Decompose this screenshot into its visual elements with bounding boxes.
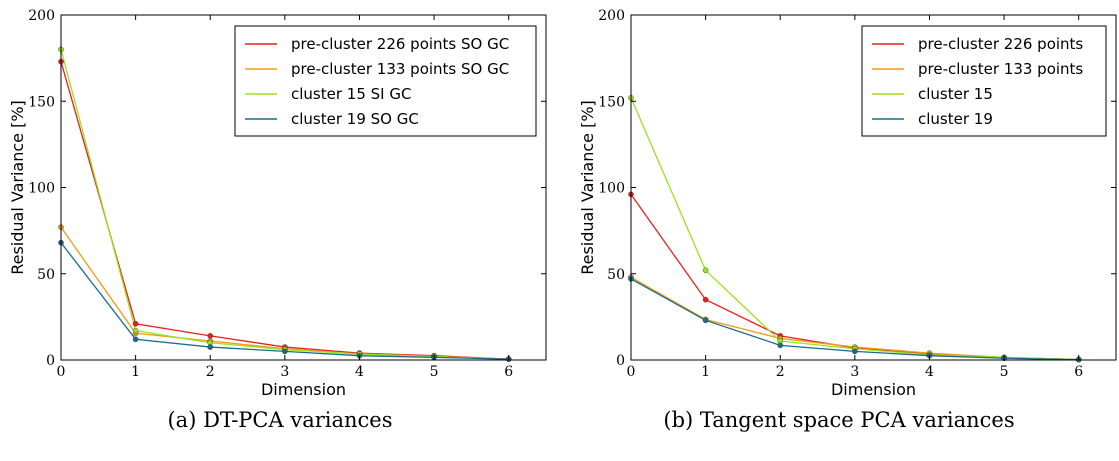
legend-label: pre-cluster 133 points bbox=[918, 60, 1083, 78]
x-tick-label: 0 bbox=[627, 364, 636, 380]
data-point bbox=[132, 327, 139, 334]
series-line-1 bbox=[630, 194, 1079, 361]
y-tick-label: 150 bbox=[28, 94, 55, 110]
data-point bbox=[702, 267, 709, 274]
y-tick-label: 100 bbox=[598, 181, 625, 197]
series-line-3 bbox=[630, 97, 1079, 361]
data-point bbox=[702, 317, 709, 324]
y-tick-label: 0 bbox=[46, 353, 55, 369]
data-point bbox=[852, 348, 858, 355]
x-tick-label: 2 bbox=[206, 364, 215, 380]
data-point bbox=[207, 344, 214, 350]
x-tick-label: 2 bbox=[776, 364, 785, 380]
y-tick-label: 50 bbox=[607, 267, 625, 283]
x-tick-label: 3 bbox=[850, 364, 859, 380]
x-tick-label: 1 bbox=[131, 364, 140, 380]
caption-a: (a) DT-PCA variances bbox=[167, 408, 393, 432]
x-tick-label: 5 bbox=[1000, 364, 1009, 380]
legend-label: cluster 19 bbox=[918, 110, 993, 128]
legend-box bbox=[234, 25, 537, 137]
data-point bbox=[132, 320, 139, 327]
data-point bbox=[702, 296, 709, 303]
legend-label: cluster 15 bbox=[918, 85, 993, 103]
panel-b: 0 1 2 3 4 5 6 0 50 100 150 200 Dimension Residual Var… bbox=[559, 0, 1119, 461]
x-tick-label: 6 bbox=[504, 364, 513, 380]
y-tick-label: 100 bbox=[28, 181, 55, 197]
legend-label: pre-cluster 226 points SO GC bbox=[291, 35, 509, 53]
chart-b: 0 1 2 3 4 5 6 0 50 100 150 200 Dimension Residual Var… bbox=[578, 8, 1117, 399]
legend-label: cluster 19 SO GC bbox=[291, 110, 419, 128]
x-axis-label: Dimension bbox=[261, 380, 346, 399]
x-tick-label: 4 bbox=[355, 364, 364, 380]
x-tick-label: 1 bbox=[701, 364, 710, 380]
x-axis-label: Dimension bbox=[831, 380, 916, 399]
y-tick-label: 200 bbox=[28, 8, 55, 24]
x-tick-label: 5 bbox=[430, 364, 439, 380]
y-tick-label: 50 bbox=[37, 267, 55, 283]
data-point bbox=[282, 348, 288, 355]
y-axis-label: Residual Variance [%] bbox=[8, 100, 27, 275]
y-tick-label: 200 bbox=[598, 8, 625, 24]
chart-a: 0 1 2 3 4 5 6 0 50 100 150 200 Dimension Residual Var… bbox=[8, 8, 547, 399]
x-tick-label: 4 bbox=[925, 364, 934, 380]
x-tick-label: 6 bbox=[1074, 364, 1083, 380]
panel-a: 0 1 2 3 4 5 6 0 50 100 150 200 Dimension Residual Var… bbox=[8, 8, 547, 432]
data-point bbox=[777, 342, 784, 349]
series-line-2 bbox=[60, 226, 509, 360]
legend-label: pre-cluster 133 points SO GC bbox=[291, 60, 509, 78]
caption-b: (b) Tangent space PCA variances bbox=[663, 408, 1015, 432]
data-point bbox=[132, 336, 139, 343]
y-tick-label: 0 bbox=[616, 353, 625, 369]
x-tick-label: 0 bbox=[57, 364, 66, 380]
legend-label: pre-cluster 226 points bbox=[918, 35, 1083, 53]
y-axis-label: Residual Variance [%] bbox=[578, 100, 597, 275]
x-tick-label: 3 bbox=[280, 364, 289, 380]
y-tick-label: 150 bbox=[598, 94, 625, 110]
legend-label: cluster 15 SI GC bbox=[291, 85, 411, 103]
data-point bbox=[207, 333, 214, 339]
